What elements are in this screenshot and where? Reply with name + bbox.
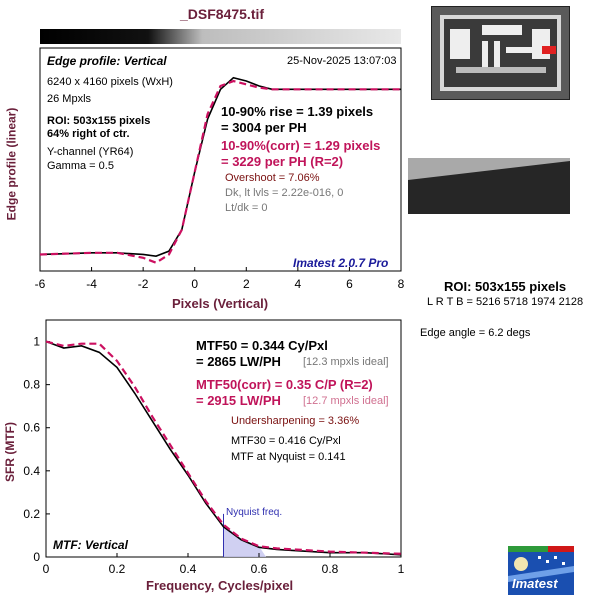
mtf50-corr: MTF50(corr) = 0.35 C/P (R=2) <box>196 377 373 392</box>
corr-rise-text: 10-90%(corr) = 1.29 pixels <box>221 138 381 153</box>
edge-panel-title: Edge profile: Vertical <box>47 54 167 68</box>
edge-xtick-label: -2 <box>138 277 149 291</box>
edge-info-size: 6240 x 4160 pixels (WxH) <box>47 76 173 88</box>
mtf50-corr-lwph: = 2915 LW/PH <box>196 393 281 408</box>
edge-xtick-label: -6 <box>35 277 46 291</box>
right-lrtb: L R T B = 5216 5718 1974 2128 <box>427 296 584 308</box>
file-title: _DSF8475.tif <box>180 6 265 22</box>
mtf-ytick-label: 0 <box>33 550 40 564</box>
rise-per-ph: = 3004 per PH <box>221 120 307 135</box>
imatest-logo: Imatest <box>508 546 574 595</box>
mtf-ytick-label: 0.2 <box>23 507 40 521</box>
light-dark-ratio: Lt/dk = 0 <box>225 202 268 214</box>
edge-roi: ROI: 503x155 pixels <box>47 115 151 127</box>
mtf-xtick-label: 0.2 <box>109 562 126 576</box>
edge-angle: Edge angle = 6.2 degs <box>420 327 531 339</box>
test-chart-thumbnail <box>431 6 570 100</box>
right-roi: ROI: 503x155 pixels <box>444 279 567 294</box>
edge-info-mpx: 26 Mpxls <box>47 93 92 105</box>
edge-series-corrected <box>39 79 401 264</box>
mtf-xlabel: Frequency, Cycles/pixel <box>146 578 294 593</box>
edge-xlabel: Pixels (Vertical) <box>172 296 269 311</box>
mtf-at-nyquist: MTF at Nyquist = 0.141 <box>231 451 346 463</box>
mtf-xtick-label: 0 <box>43 562 50 576</box>
mtf-ytick-label: 0.8 <box>23 378 40 392</box>
undersharpening: Undersharpening = 3.36% <box>231 415 360 427</box>
ideal-mpx-1: [12.3 mpxls ideal] <box>303 356 389 368</box>
nyquist-label: Nyquist freq. <box>226 507 283 518</box>
edge-xtick-label: -4 <box>86 277 97 291</box>
edge-roi-crop <box>408 158 570 214</box>
edge-roi-crop-graphic <box>408 158 570 214</box>
version-label: Imatest 2.0.7 Pro <box>293 256 389 270</box>
mtf-ytick-label: 1 <box>33 335 40 349</box>
corr-rise-per-ph: = 3229 per PH (R=2) <box>221 154 344 169</box>
rise-text: 10-90% rise = 1.39 pixels <box>221 104 374 119</box>
mtf-xtick-label: 0.8 <box>322 562 339 576</box>
ideal-mpx-2: [12.7 mpxls ideal] <box>303 395 389 407</box>
mtf-panel-title: MTF: Vertical <box>53 538 128 552</box>
overshoot: Overshoot = 7.06% <box>225 172 320 184</box>
mtf-ytick-label: 0.6 <box>23 421 40 435</box>
mtf-xtick-label: 1 <box>398 562 405 576</box>
mtf-xtick-label: 0.4 <box>180 562 197 576</box>
mtf-series-corrected <box>45 340 402 555</box>
thumbnail-graphic <box>432 7 569 99</box>
edge-xtick-label: 2 <box>243 277 250 291</box>
edge-xtick-label: 8 <box>398 277 405 291</box>
edge-gamma: Gamma = 0.5 <box>47 160 114 172</box>
gray-gradient-strip <box>40 29 401 44</box>
edge-xtick-label: 0 <box>191 277 198 291</box>
mtf30: MTF30 = 0.416 Cy/Pxl <box>231 435 341 447</box>
mtf-ytick-label: 0.4 <box>23 464 40 478</box>
mtf50-lwph: = 2865 LW/PH <box>196 354 281 369</box>
dark-light-levels: Dk, lt lvls = 2.22e-016, 0 <box>225 187 344 199</box>
edge-xtick-label: 4 <box>295 277 302 291</box>
imatest-logo-graphic <box>508 546 574 582</box>
edge-timestamp: 25-Nov-2025 13:07:03 <box>287 55 397 67</box>
edge-roi-pos: 64% right of ctr. <box>47 128 130 140</box>
edge-plot-frame <box>39 47 402 272</box>
edge-xtick-label: 6 <box>346 277 353 291</box>
edge-channel: Y-channel (YR64) <box>47 146 134 158</box>
mtf-xtick-label: 0.6 <box>251 562 268 576</box>
mtf50: MTF50 = 0.344 Cy/Pxl <box>196 338 328 353</box>
logo-text: Imatest <box>512 576 558 591</box>
